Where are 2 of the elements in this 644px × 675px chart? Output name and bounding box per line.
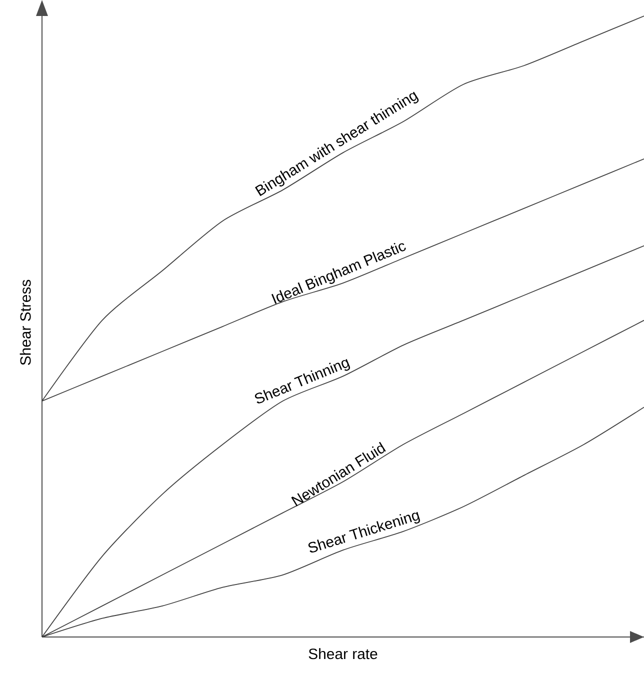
y-axis-title: Shear Stress (20, 280, 31, 366)
x-axis-title: Shear rate (308, 648, 378, 660)
